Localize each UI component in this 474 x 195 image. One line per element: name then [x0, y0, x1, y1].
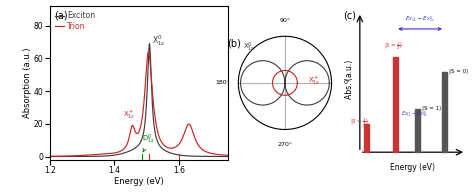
Y-axis label: Absorption (a.u.): Absorption (a.u.)	[23, 48, 32, 118]
Text: |S = 0⟩: |S = 0⟩	[449, 68, 469, 74]
Trion	[115, 151, 121, 153]
Trion	[123, 145, 128, 148]
Text: |$S=\frac{1}{2}$⟩: |$S=\frac{1}{2}$⟩	[383, 41, 402, 52]
X-axis label: Energy (eV): Energy (eV)	[114, 176, 164, 185]
Bar	[442, 72, 447, 152]
Text: (c): (c)	[344, 11, 356, 20]
Text: $E_{X^+_{1s}} - E_{X^0_{1s}}$: $E_{X^+_{1s}} - E_{X^0_{1s}}$	[405, 14, 435, 24]
Text: Energy (eV): Energy (eV)	[391, 163, 436, 172]
Text: D$^0_{1s}$: D$^0_{1s}$	[142, 133, 155, 152]
Exciton	[47, 155, 53, 158]
Text: (a): (a)	[54, 11, 68, 20]
Trion	[146, 50, 151, 53]
Bar	[415, 109, 420, 152]
Trion	[78, 154, 83, 157]
Legend: Exciton, Trion: Exciton, Trion	[54, 10, 97, 32]
Text: X$^+_{1s}$: X$^+_{1s}$	[308, 75, 320, 87]
Exciton	[123, 151, 128, 154]
Trion	[202, 150, 208, 152]
Text: X$^0_{1s}$: X$^0_{1s}$	[243, 41, 256, 54]
Exciton	[78, 155, 83, 158]
Trion	[67, 155, 73, 157]
Text: (b): (b)	[227, 38, 241, 48]
Text: X$^+_{1s}$: X$^+_{1s}$	[123, 108, 135, 121]
Bar	[393, 57, 398, 152]
Trion	[47, 155, 53, 157]
Text: |S = 1⟩: |S = 1⟩	[422, 105, 441, 111]
Text: X$^0_{1s}$: X$^0_{1s}$	[152, 34, 165, 49]
Bar	[364, 124, 369, 152]
Exciton	[221, 155, 227, 158]
Line: Trion: Trion	[50, 51, 228, 156]
Exciton	[202, 155, 208, 158]
Trion	[221, 154, 227, 156]
Exciton	[146, 43, 152, 45]
Text: Abs. (a.u.): Abs. (a.u.)	[346, 60, 355, 99]
Text: |$S=\frac{3}{2}$⟩: |$S=\frac{3}{2}$⟩	[350, 116, 369, 128]
Trion	[225, 154, 230, 156]
Exciton	[225, 155, 230, 158]
Exciton	[115, 153, 121, 156]
Text: $E_{X^+_{1s}} - E_{D^0_{1s}}$: $E_{X^+_{1s}} - E_{D^0_{1s}}$	[401, 109, 428, 119]
Exciton	[67, 155, 73, 158]
Line: Exciton: Exciton	[50, 44, 228, 157]
